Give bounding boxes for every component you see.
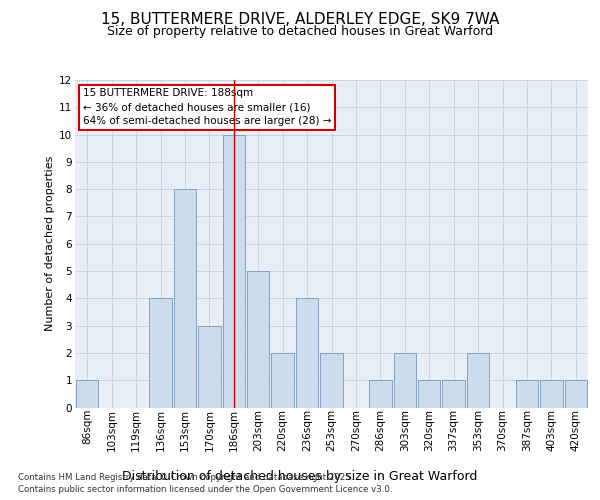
Bar <box>271 353 294 408</box>
Bar <box>540 380 563 407</box>
Bar <box>515 380 538 407</box>
Y-axis label: Number of detached properties: Number of detached properties <box>45 156 55 332</box>
Text: 15 BUTTERMERE DRIVE: 188sqm
← 36% of detached houses are smaller (16)
64% of sem: 15 BUTTERMERE DRIVE: 188sqm ← 36% of det… <box>83 88 331 126</box>
Bar <box>198 326 221 407</box>
Bar <box>173 189 196 408</box>
Bar <box>76 380 98 407</box>
Bar <box>296 298 319 408</box>
Bar <box>467 353 490 408</box>
Bar <box>223 134 245 407</box>
Text: Contains HM Land Registry data © Crown copyright and database right 2025.
Contai: Contains HM Land Registry data © Crown c… <box>18 473 392 494</box>
Text: Distribution of detached houses by size in Great Warford: Distribution of detached houses by size … <box>122 470 478 483</box>
Bar <box>369 380 392 407</box>
Bar <box>247 271 269 407</box>
Bar <box>442 380 465 407</box>
Bar <box>394 353 416 408</box>
Bar <box>149 298 172 408</box>
Text: 15, BUTTERMERE DRIVE, ALDERLEY EDGE, SK9 7WA: 15, BUTTERMERE DRIVE, ALDERLEY EDGE, SK9… <box>101 12 499 28</box>
Bar <box>565 380 587 407</box>
Text: Size of property relative to detached houses in Great Warford: Size of property relative to detached ho… <box>107 25 493 38</box>
Bar <box>320 353 343 408</box>
Bar <box>418 380 440 407</box>
